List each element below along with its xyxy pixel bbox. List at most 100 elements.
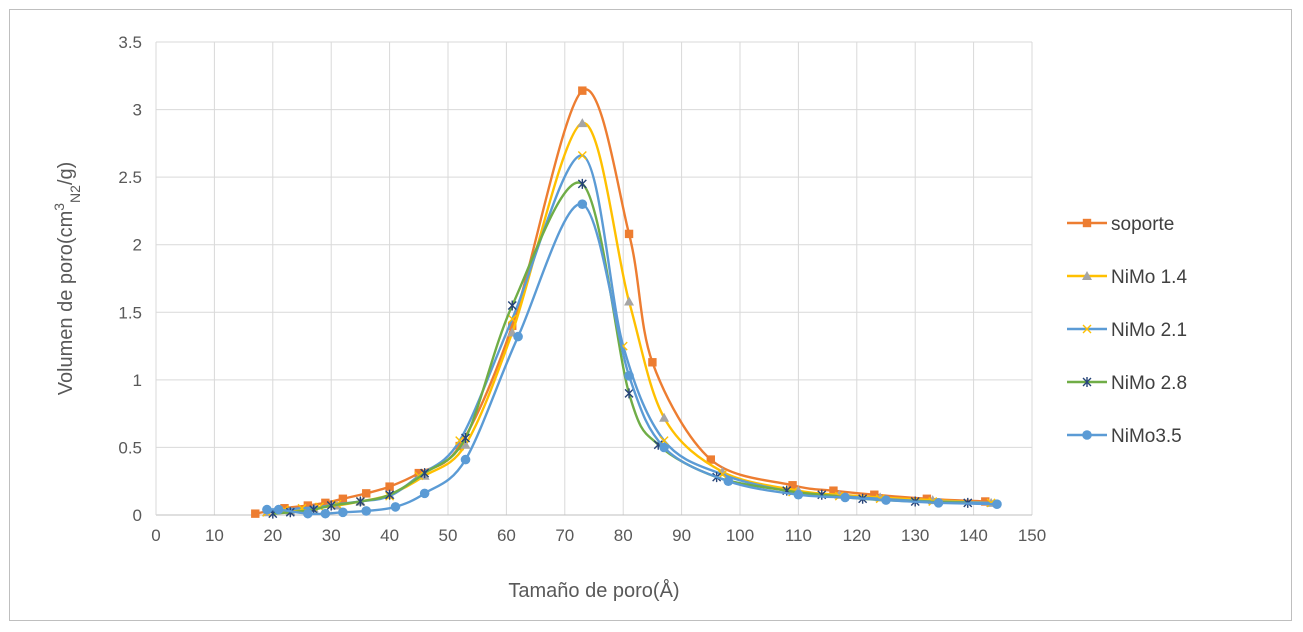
axes	[155, 42, 1032, 516]
x-tick-label: 50	[439, 526, 458, 545]
series-line	[266, 121, 992, 514]
y-tick-label: 3	[133, 101, 142, 120]
data-point	[577, 178, 587, 189]
y-axis-title-sub: N2	[67, 185, 83, 203]
legend-item: NiMo 2.1	[1067, 320, 1187, 341]
data-point	[706, 455, 715, 464]
data-point	[262, 504, 272, 515]
y-axis-title: Volumen de poro(cm3N2/g)	[51, 162, 83, 396]
series-line	[272, 181, 968, 515]
data-point	[933, 498, 944, 508]
data-point	[624, 229, 634, 239]
data-point	[507, 314, 517, 324]
y-axis-title-tail: /g)	[55, 162, 77, 185]
data-point	[840, 492, 850, 503]
data-point	[303, 501, 313, 510]
legend-marker	[1082, 271, 1092, 280]
legend-label: NiMo 1.4	[1111, 267, 1187, 288]
data-point	[338, 507, 348, 518]
legend-label: NiMo3.5	[1111, 426, 1182, 447]
x-tick-label: 150	[1018, 526, 1046, 545]
legend-marker	[1082, 324, 1092, 334]
gridlines	[156, 41, 1033, 515]
y-tick-label: 2	[133, 236, 142, 255]
x-tick-label: 90	[672, 526, 691, 545]
chart-svg: 0 10 20 30 40 50 60 70 80 90 100 110 120 130 140 150 0 0.…	[51, 33, 1187, 602]
legend: soporte NiMo 1.4 NiMo 2.1 NiMo 2.8 NiMo3.5	[1067, 214, 1187, 447]
legend-label: soporte	[1111, 214, 1174, 235]
x-tick-label: 10	[205, 526, 224, 545]
data-point	[361, 506, 372, 516]
data-point	[508, 321, 517, 330]
series-4	[262, 199, 1002, 519]
data-point	[624, 371, 634, 381]
data-point	[320, 508, 331, 519]
data-point	[723, 476, 734, 487]
legend-marker	[1082, 430, 1092, 440]
legend-label: NiMo 2.1	[1111, 320, 1187, 341]
data-point	[578, 86, 587, 95]
data-point	[870, 490, 879, 499]
data-point	[419, 488, 430, 499]
data-point	[326, 500, 336, 511]
data-point	[420, 468, 430, 479]
tick-labels: 0 10 20 30 40 50 60 70 80 90 100 110 120 130 140 150 0 0.…	[118, 33, 1046, 545]
legend-item: NiMo3.5	[1067, 426, 1182, 447]
data-point	[577, 199, 588, 209]
legend-item: soporte	[1067, 214, 1174, 235]
x-tick-label: 60	[497, 526, 516, 545]
chart-area: 0 10 20 30 40 50 60 70 80 90 100 110 120 130 140 150 0 0.…	[9, 9, 1292, 621]
series-0	[251, 86, 990, 518]
data-point	[829, 486, 838, 495]
series-layer	[251, 86, 1002, 519]
data-point	[461, 432, 471, 443]
data-point	[321, 498, 330, 508]
series-line	[266, 154, 992, 514]
data-point	[273, 504, 284, 515]
x-tick-label: 80	[614, 526, 633, 545]
data-point	[788, 481, 797, 490]
x-tick-label: 140	[959, 526, 987, 545]
data-point	[659, 442, 669, 453]
data-point	[414, 468, 423, 478]
x-tick-label: 0	[151, 526, 160, 545]
y-axis-title-sup: 3	[51, 203, 67, 211]
x-tick-label: 110	[785, 526, 812, 545]
legend-marker	[1082, 218, 1092, 228]
y-tick-label: 2.5	[118, 168, 142, 187]
x-tick-label: 130	[901, 526, 929, 545]
x-axis-title: Tamaño de poro(Å)	[508, 579, 679, 602]
x-tick-label: 20	[263, 526, 282, 545]
y-axis-title-main: Volumen de poro(cm	[55, 211, 77, 396]
data-point	[881, 495, 891, 505]
data-point	[355, 496, 365, 507]
y-tick-label: 0	[133, 506, 142, 525]
data-point	[577, 151, 587, 161]
data-point	[338, 494, 348, 503]
legend-marker	[1082, 377, 1092, 387]
x-tick-label: 70	[555, 526, 574, 545]
data-point	[624, 296, 635, 306]
legend-label: NiMo 2.8	[1111, 373, 1187, 394]
data-point	[385, 482, 394, 491]
data-point	[460, 454, 471, 465]
data-point	[793, 489, 804, 500]
data-point	[385, 489, 395, 500]
data-point	[992, 499, 1002, 509]
y-tick-label: 3.5	[118, 33, 142, 52]
y-tick-label: 1	[133, 371, 142, 390]
x-tick-label: 100	[726, 526, 754, 545]
data-point	[362, 489, 371, 498]
series-line	[255, 88, 986, 515]
legend-item: NiMo 2.8	[1067, 373, 1187, 394]
x-tick-label: 40	[380, 526, 399, 545]
y-tick-label: 0.5	[118, 438, 142, 457]
data-point	[251, 509, 260, 518]
series-3	[268, 178, 973, 519]
data-point	[577, 118, 588, 128]
data-point	[507, 300, 517, 311]
data-point	[659, 412, 670, 422]
x-tick-label: 120	[843, 526, 871, 545]
data-point	[390, 502, 401, 512]
data-point	[513, 331, 523, 342]
